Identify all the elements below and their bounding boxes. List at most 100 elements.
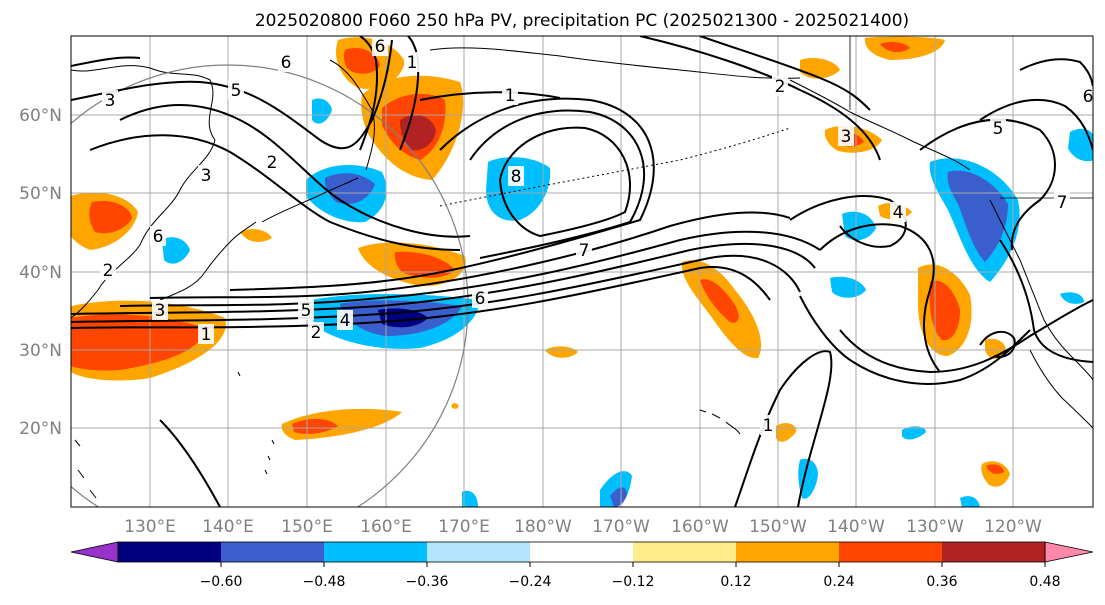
contour-label-bg xyxy=(150,226,166,246)
pv-contour xyxy=(469,109,646,259)
contour-label: 8 xyxy=(511,167,522,187)
colorbar-extend-high xyxy=(1044,541,1094,563)
contour-label: 6 xyxy=(375,37,386,57)
precip-positive-area xyxy=(700,279,739,323)
longitude-label: 150°W xyxy=(749,517,807,537)
longitude-label: 150°E xyxy=(281,517,333,537)
pv-contour xyxy=(119,104,471,238)
contour-label: 4 xyxy=(893,203,904,223)
precip-positive-area xyxy=(240,229,272,242)
contour-label-bg xyxy=(264,152,280,172)
precip-positive-area xyxy=(986,464,1004,474)
pv-contour xyxy=(71,254,801,323)
longitude-label: 130°E xyxy=(124,517,176,537)
contour-label: 6 xyxy=(1083,87,1094,107)
pv-contour xyxy=(149,211,791,299)
pv-contour xyxy=(71,39,393,150)
longitude-label: 160°W xyxy=(671,517,729,537)
pv-contour xyxy=(799,295,1031,385)
precip-positive-area xyxy=(451,403,459,409)
pv-contour xyxy=(979,98,1093,151)
precip-negative-area xyxy=(902,426,926,440)
precip-positive-area xyxy=(394,251,455,278)
latitude-label: 20°N xyxy=(19,419,62,439)
colorbar-bin xyxy=(530,542,634,562)
contour-label: 3 xyxy=(61,171,72,191)
contour-label: 5 xyxy=(231,81,242,101)
pv-contour xyxy=(819,223,941,373)
precip-negative-area xyxy=(947,170,1008,262)
colorbar-bin xyxy=(942,542,1046,562)
contour-label: 6 xyxy=(281,53,292,73)
colorbar-tick-label: 0.12 xyxy=(720,574,751,590)
contour-label-bg xyxy=(71,170,74,190)
coastline-siberia xyxy=(429,47,801,79)
graticule xyxy=(71,36,1093,507)
contour-label-bg xyxy=(198,165,214,185)
contour-label-bg xyxy=(838,126,854,146)
longitude-label: 160°E xyxy=(360,517,412,537)
colorbar-bin xyxy=(324,542,428,562)
contour-label-bg xyxy=(308,322,324,342)
colorbar-tick-label: 0.24 xyxy=(823,574,854,590)
contour-label: 3 xyxy=(201,166,212,186)
pv-contour xyxy=(359,36,379,151)
colorbar-tick-label: −0.60 xyxy=(200,574,243,590)
contour-label: 3 xyxy=(155,301,166,321)
latitude-label: 40°N xyxy=(19,263,62,283)
contour-label: 2 xyxy=(267,153,278,173)
contour-label-bg xyxy=(1054,192,1070,212)
map-frame xyxy=(70,35,1094,508)
contour-label-bg xyxy=(502,85,518,105)
precip-negative-area xyxy=(462,490,478,507)
contour-label-bg xyxy=(772,76,788,96)
colorbar-bin xyxy=(118,542,222,562)
contour-label: 3 xyxy=(841,127,852,147)
contour-label-bg xyxy=(278,52,294,72)
longitude-label: 140°W xyxy=(827,517,885,537)
contour-label-bg xyxy=(100,260,116,280)
pv-contour xyxy=(639,36,881,161)
contour-label-bg xyxy=(576,240,592,260)
coastline-islands xyxy=(74,371,275,499)
longitude-label: 170°W xyxy=(592,517,650,537)
contour-label-bg xyxy=(1080,86,1093,106)
latitude-label: 60°N xyxy=(19,106,62,126)
precip-negative-area xyxy=(1068,128,1093,162)
latitude-labels: 60°N 50°N 40°N 30°N 20°N xyxy=(19,106,62,439)
longitude-labels: 130°E 140°E 150°E 160°E 170°E 180°W 170°W 160°W… xyxy=(124,517,1042,537)
precip-negative-area xyxy=(842,211,876,241)
precip-negative-area xyxy=(162,237,190,264)
contour-label-bg xyxy=(372,36,388,56)
pv-contour xyxy=(229,97,655,291)
contour-label-bg xyxy=(760,415,776,435)
pv-contour xyxy=(119,230,821,307)
contour-label-bg xyxy=(152,300,168,320)
colorbar-tick-label: 0.48 xyxy=(1029,574,1060,590)
pv-contour xyxy=(159,419,221,507)
colorbar-extend-low xyxy=(70,541,119,563)
latitude-label: 50°N xyxy=(19,184,62,204)
colorbar: −0.60 −0.48 −0.36 −0.24 −0.12 0.12 0.24 0.36 0.4… xyxy=(70,541,1094,590)
pv-contour xyxy=(71,266,771,329)
contour-label: 1 xyxy=(407,53,418,73)
pv-contour xyxy=(498,126,631,238)
longitude-label: 170°E xyxy=(438,517,490,537)
contour-label-bg xyxy=(404,52,420,72)
contour-label-bg xyxy=(228,80,244,100)
pv-contour xyxy=(919,118,1056,251)
contour-label-bg xyxy=(298,300,314,320)
contour-label: 5 xyxy=(301,301,312,321)
colorbar-bin xyxy=(427,542,531,562)
contour-label: 1 xyxy=(201,325,212,345)
colorbar-bin xyxy=(221,542,325,562)
pv-contour xyxy=(71,56,141,67)
colorbar-tick-label: 0.36 xyxy=(926,574,957,590)
pv-contour xyxy=(419,91,561,101)
contour-label: 1 xyxy=(763,416,774,436)
colorbar-tick-label: −0.12 xyxy=(612,574,655,590)
contour-label: 6 xyxy=(475,289,486,309)
precip-positive-area xyxy=(343,47,380,74)
